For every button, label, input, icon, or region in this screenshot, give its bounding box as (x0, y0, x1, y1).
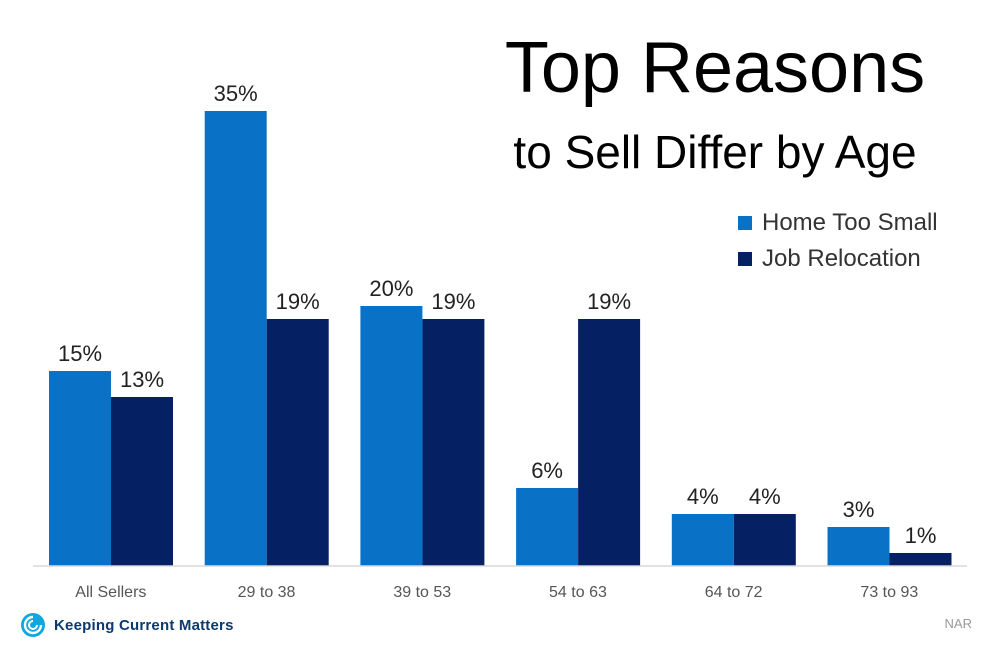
legend-item-job-relocation: Job Relocation (738, 241, 938, 277)
bar-home-too-small-all-sellers (49, 371, 111, 566)
legend-label-job-relocation: Job Relocation (762, 245, 921, 272)
category-label-73-to-93: 73 to 93 (860, 584, 918, 601)
bar-home-too-small-73-to-93 (827, 527, 890, 566)
data-label-job-relocation-29-to-38: 19% (276, 289, 320, 314)
bar-job-relocation-64-to-72 (733, 514, 796, 566)
legend-label-home-too-small: Home Too Small (762, 209, 938, 236)
data-label-home-too-small-29-to-38: 35% (214, 81, 258, 106)
brand: Keeping Current Matters (20, 612, 234, 638)
legend-item-home-too-small: Home Too Small (738, 205, 938, 241)
data-label-job-relocation-all-sellers: 13% (120, 367, 164, 392)
category-label-54-to-63: 54 to 63 (549, 584, 607, 601)
bar-home-too-small-29-to-38 (204, 111, 267, 566)
chart-title: Top Reasons (504, 28, 926, 108)
category-label-64-to-72: 64 to 72 (705, 584, 763, 601)
category-label-29-to-38: 29 to 38 (238, 584, 296, 601)
bars-layer (49, 111, 952, 566)
data-label-job-relocation-73-to-93: 1% (905, 523, 937, 548)
legend-swatch-home-too-small (738, 216, 752, 230)
data-label-home-too-small-73-to-93: 3% (843, 497, 875, 522)
bar-job-relocation-39-to-53 (422, 319, 485, 566)
category-label-39-to-53: 39 to 53 (393, 584, 451, 601)
data-label-job-relocation-64-to-72: 4% (749, 484, 781, 509)
brand-name: Keeping Current Matters (54, 616, 234, 634)
bar-job-relocation-73-to-93 (889, 553, 952, 566)
data-label-home-too-small-54-to-63: 6% (531, 458, 563, 483)
data-label-home-too-small-39-to-53: 20% (369, 276, 413, 301)
labels-layer: 15% 13% All Sellers 35% 19% 29 to 38 20% 19% 39 … (58, 81, 936, 601)
source-label: NAR (944, 616, 972, 631)
bar-home-too-small-54-to-63 (516, 488, 579, 566)
data-label-home-too-small-64-to-72: 4% (687, 484, 719, 509)
legend: Home Too Small Job Relocation (738, 205, 938, 277)
legend-swatch-job-relocation (738, 252, 752, 266)
bar-home-too-small-64-to-72 (671, 514, 734, 566)
bar-home-too-small-39-to-53 (360, 306, 423, 566)
data-label-home-too-small-all-sellers: 15% (58, 341, 102, 366)
chart-subtitle: to Sell Differ by Age (513, 126, 917, 178)
kcm-swirl-icon (21, 613, 45, 637)
bar-job-relocation-29-to-38 (266, 319, 329, 566)
bar-job-relocation-54-to-63 (578, 319, 641, 566)
data-label-job-relocation-54-to-63: 19% (587, 289, 631, 314)
category-label-all-sellers: All Sellers (75, 584, 146, 601)
bar-job-relocation-all-sellers (111, 397, 173, 566)
data-label-job-relocation-39-to-53: 19% (431, 289, 475, 314)
